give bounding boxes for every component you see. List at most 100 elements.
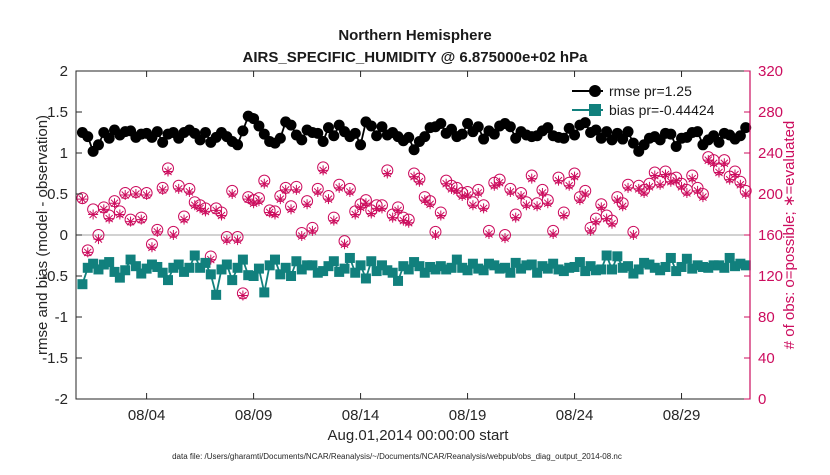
evaluated-obs-point (221, 235, 232, 246)
bias-point (328, 256, 339, 267)
y-tick-label-right: 320 (758, 63, 783, 80)
evaluated-obs-point (505, 186, 516, 197)
evaluated-obs-point (526, 173, 537, 184)
bias-point (430, 264, 441, 275)
y-tick-label-right: 160 (758, 227, 783, 244)
rmse-point (713, 136, 725, 148)
bias-point (446, 262, 457, 273)
bias-point (596, 264, 607, 275)
bias-point (163, 275, 174, 286)
bias-point (655, 265, 666, 276)
bias-point (569, 261, 580, 272)
evaluated-obs-point (371, 203, 382, 214)
bias-point (403, 264, 414, 275)
bias-point (735, 258, 746, 269)
bias-point (574, 257, 585, 268)
y-tick-label: 1.5 (47, 104, 68, 121)
bias-point (633, 264, 644, 275)
bias-series-layer (77, 250, 751, 300)
rmse-point (542, 122, 554, 134)
evaluated-obs-point (671, 175, 682, 186)
y-tick-label-right: 40 (758, 350, 775, 367)
bias-point (585, 261, 596, 272)
legend: rmse pr=1.25 bias pr=-0.44424 (572, 83, 715, 118)
evaluated-obs-point (467, 200, 478, 211)
evaluated-obs-point (211, 205, 222, 216)
evaluated-obs-point (542, 198, 553, 209)
evaluated-obs-point (585, 225, 596, 236)
evaluated-obs-point (98, 204, 109, 215)
bias-point (253, 263, 264, 274)
bias-point (88, 258, 99, 269)
bias-point (467, 258, 478, 269)
bias-point (500, 262, 511, 273)
rmse-point (371, 130, 383, 142)
bias-point (671, 266, 682, 277)
legend-label-bias: bias pr=-0.44424 (609, 102, 715, 118)
evaluated-obs-point (510, 212, 521, 223)
evaluated-obs-point (457, 191, 468, 202)
y-axis-right: 0 40 80 120 160 200 240 280 320 (744, 63, 783, 408)
y-tick-label: 0.5 (47, 186, 68, 203)
evaluated-obs-point (328, 215, 339, 226)
evaluated-obs-point (264, 207, 275, 218)
evaluated-obs-point (489, 180, 500, 191)
bias-point (243, 270, 254, 281)
evaluated-obs-point (286, 204, 297, 215)
evaluated-obs-point (483, 228, 494, 239)
bias-point (264, 260, 275, 271)
bias-point (200, 257, 211, 268)
bias-point (724, 252, 735, 263)
bias-point (532, 267, 543, 278)
bias-point (441, 264, 452, 275)
bias-point (221, 259, 232, 270)
bias-point (109, 266, 120, 277)
evaluated-obs-point (216, 210, 227, 221)
legend-marker-rmse (589, 85, 601, 97)
bias-point (580, 266, 591, 277)
bias-point (168, 262, 179, 273)
evaluated-obs-point (724, 174, 735, 185)
bias-point (269, 254, 280, 265)
bias-point (687, 263, 698, 274)
evaluated-obs-point (163, 166, 174, 177)
evaluated-obs-point (259, 178, 270, 189)
evaluated-obs-point (435, 210, 446, 221)
evaluated-obs-point (82, 247, 93, 258)
evaluated-obs-point (243, 194, 254, 205)
bias-point (318, 266, 329, 277)
bias-point (77, 279, 88, 290)
evaluated-obs-point (280, 184, 291, 195)
evaluated-obs-point (628, 230, 639, 240)
bias-point (644, 259, 655, 270)
y-tick-label-right: 0 (758, 391, 766, 408)
evaluated-obs-point (494, 177, 505, 188)
evaluated-obs-point (109, 198, 120, 209)
rmse-point (199, 127, 211, 138)
evaluated-obs-point (574, 195, 585, 206)
bias-point (542, 263, 553, 274)
bias-point (516, 263, 527, 274)
evaluated-obs-point (409, 171, 420, 182)
x-tick-label: 08/19 (449, 407, 487, 424)
bias-point (558, 266, 569, 277)
evaluated-obs-point (430, 230, 441, 240)
bias-point (419, 267, 430, 278)
y-tick-label: -0.5 (42, 268, 68, 285)
bias-point (612, 251, 623, 262)
bias-point (227, 275, 238, 286)
evaluated-obs-point (393, 205, 404, 216)
bias-point (232, 262, 243, 273)
rmse-point (151, 126, 163, 138)
bias-point (505, 267, 516, 278)
bias-point (376, 260, 387, 271)
bias-point (82, 262, 93, 273)
bias-point (564, 262, 575, 273)
evaluated-obs-point (114, 209, 125, 220)
evaluated-obs-point (88, 209, 99, 220)
bias-point (259, 287, 270, 298)
bias-point (462, 265, 473, 276)
evaluated-obs-point (152, 226, 163, 237)
evaluated-obs-point (596, 202, 607, 213)
